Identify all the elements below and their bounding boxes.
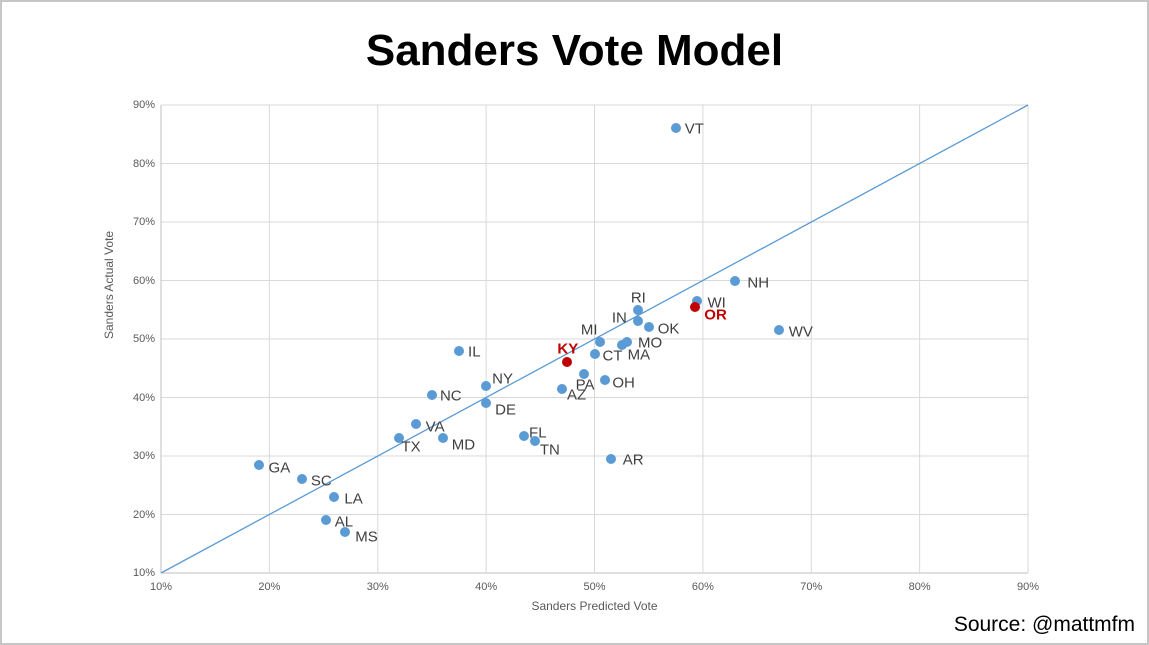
- source-text: Source: @mattmfm: [953, 613, 1135, 636]
- data-point-in: [632, 316, 643, 327]
- x-tick-label: 10%: [149, 581, 173, 593]
- x-tick-label: 20%: [258, 581, 281, 593]
- point-label-wv: WV: [788, 323, 813, 341]
- point-label-md: MD: [451, 436, 476, 454]
- data-point-ri: [632, 304, 643, 315]
- point-label-ny: NY: [492, 370, 513, 388]
- data-point-de: [481, 398, 492, 409]
- y-tick-label: 80%: [132, 157, 155, 170]
- data-point-ar: [605, 453, 616, 464]
- point-label-nc: NC: [439, 387, 462, 405]
- x-tick-label: 80%: [908, 581, 931, 593]
- point-label-wi: WI: [707, 294, 726, 312]
- x-tick-label: 40%: [475, 581, 498, 593]
- y-tick-label: 40%: [132, 391, 155, 404]
- data-point-ga: [253, 459, 264, 470]
- point-label-tx: TX: [401, 438, 421, 456]
- x-tick-label: 30%: [366, 581, 389, 593]
- identity-line: [160, 104, 1029, 574]
- plot-area: VT NH WI RI IN OK WV MI MO MA IL CT PA OH NY AZ NC DE VA TX…: [160, 104, 1029, 574]
- data-point-oh: [600, 374, 611, 385]
- data-point-ms: [340, 527, 351, 538]
- point-label-ok: OK: [657, 320, 680, 338]
- y-tick-label: 70%: [132, 216, 155, 228]
- x-axis-title: Sanders Predicted Vote: [531, 599, 658, 613]
- data-point-mo: [622, 336, 632, 347]
- point-label-ga: GA: [268, 459, 291, 477]
- data-point-wi: [692, 295, 703, 306]
- x-tick-label: 70%: [800, 581, 823, 593]
- point-label-va: VA: [425, 418, 445, 436]
- data-point-or: [690, 301, 701, 312]
- point-label-tn: TN: [539, 441, 560, 459]
- data-point-mi: [594, 336, 605, 347]
- chart-title: Sanders Vote Model: [365, 26, 784, 75]
- chart-area: VT NH WI RI IN OK WV MI MO MA IL CT PA OH NY AZ NC DE VA TX…: [102, 99, 1039, 613]
- point-label-sc: SC: [310, 472, 332, 490]
- point-label-mo: MO: [638, 334, 663, 352]
- data-point-pa: [578, 369, 589, 380]
- point-label-ma: MA: [627, 346, 651, 364]
- point-label-mi: MI: [580, 321, 598, 339]
- point-label-ri: RI: [630, 289, 646, 307]
- data-point-il: [454, 345, 465, 356]
- point-label-ms: MS: [355, 528, 378, 546]
- point-label-ky: KY: [557, 340, 579, 358]
- data-point-nc: [426, 389, 437, 400]
- data-point-ky: [562, 357, 573, 368]
- point-label-or: OR: [704, 306, 727, 324]
- point-label-pa: PA: [575, 376, 595, 394]
- y-tick-label: 60%: [132, 274, 155, 287]
- data-point-al: [320, 515, 331, 526]
- y-tick-label: 30%: [132, 450, 155, 462]
- data-point-vt: [670, 123, 681, 134]
- data-point-tx: [394, 433, 405, 444]
- data-point-ny: [481, 380, 492, 391]
- y-tick-label: 20%: [132, 508, 155, 521]
- data-point-wv: [773, 325, 784, 336]
- x-tick-label: 50%: [583, 581, 606, 593]
- data-point-tn: [529, 436, 540, 447]
- point-label-ar: AR: [622, 451, 644, 469]
- point-label-in: IN: [611, 309, 627, 327]
- data-point-va: [410, 418, 421, 429]
- point-label-al: AL: [334, 513, 354, 531]
- data-point-fl: [519, 430, 530, 441]
- point-label-az: AZ: [566, 386, 587, 404]
- point-label-oh: OH: [612, 374, 635, 392]
- point-label-il: IL: [468, 343, 481, 361]
- data-point-ct: [589, 348, 600, 359]
- data-point-la: [329, 491, 340, 502]
- point-label-fl: FL: [529, 424, 547, 442]
- point-label-nh: NH: [747, 274, 770, 291]
- point-label-ct: CT: [602, 347, 623, 365]
- point-label-vt: VT: [684, 120, 704, 138]
- data-point-az: [556, 383, 567, 394]
- data-point-md: [437, 433, 448, 444]
- plot-grid: [160, 104, 1029, 574]
- data-point-sc: [296, 474, 307, 485]
- point-label-la: LA: [344, 490, 363, 508]
- y-tick-label: 90%: [132, 99, 155, 111]
- point-label-de: DE: [495, 401, 516, 419]
- x-tick-label: 90%: [1016, 581, 1040, 593]
- y-tick-label: 50%: [132, 333, 155, 345]
- y-tick-label: 10%: [132, 567, 155, 579]
- data-point-ok: [643, 322, 654, 333]
- data-point-ma: [616, 339, 627, 350]
- x-tick-label: 60%: [691, 581, 714, 593]
- data-point-nh: [730, 275, 741, 286]
